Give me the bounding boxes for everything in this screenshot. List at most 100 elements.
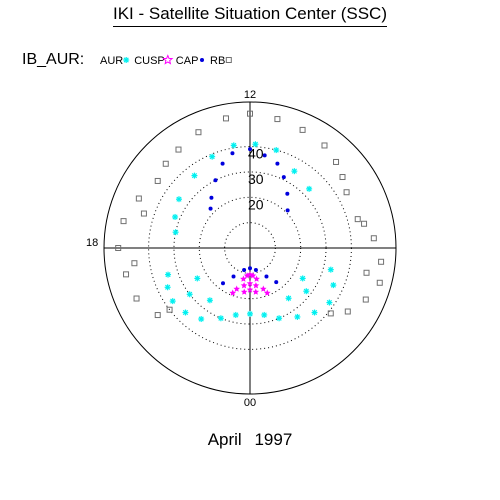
- point-rb: [195, 129, 202, 136]
- point-cap: [264, 274, 269, 279]
- point-cusp: [252, 288, 260, 295]
- point-aur: [175, 196, 182, 203]
- point-cap: [208, 206, 213, 211]
- chart-title: IKI - Satellite Situation Center (SSC): [0, 4, 500, 27]
- legend-marker-cap: [200, 58, 204, 62]
- legend-marker-aur: [123, 57, 130, 63]
- point-cap: [220, 281, 225, 286]
- point-cusp: [263, 289, 271, 296]
- point-aur: [194, 275, 201, 282]
- legend-marker-cusp: [162, 54, 174, 65]
- point-rb: [247, 110, 253, 117]
- point-cap: [275, 161, 280, 166]
- point-aur: [172, 213, 179, 220]
- point-rb: [274, 116, 281, 123]
- point-aur: [252, 141, 259, 148]
- mlt-label-18: 18: [86, 237, 98, 249]
- legend-entry-cap: CAP: [176, 55, 199, 67]
- point-cap: [253, 268, 258, 273]
- point-aur: [165, 271, 172, 278]
- radial-tick-label: 40: [248, 146, 264, 162]
- point-rb: [166, 306, 173, 313]
- point-aur: [169, 298, 176, 305]
- legend-entry-cusp: CUSP: [134, 55, 165, 67]
- point-aur: [232, 311, 239, 318]
- point-aur: [303, 288, 310, 295]
- point-rb: [343, 189, 350, 196]
- point-cusp: [229, 289, 237, 296]
- legend-label: IB_AUR:: [22, 51, 84, 68]
- point-aur: [330, 282, 337, 289]
- point-cap: [274, 280, 279, 285]
- point-aur: [209, 153, 216, 160]
- point-aur: [276, 315, 283, 322]
- point-cap: [220, 161, 225, 166]
- point-aur: [186, 291, 193, 298]
- point-cap: [281, 175, 286, 180]
- point-cusp: [246, 280, 254, 287]
- point-rb: [361, 220, 368, 227]
- legend-entry-aur: AUR: [100, 55, 123, 67]
- point-cap: [262, 153, 267, 158]
- radial-ticks: 40 30 20: [248, 146, 264, 213]
- point-aur: [191, 172, 198, 179]
- point-aur: [198, 316, 205, 323]
- point-cusp: [253, 275, 260, 282]
- point-aur: [172, 229, 179, 236]
- point-aur: [164, 284, 171, 291]
- point-aur: [294, 313, 301, 320]
- caption-month: April: [207, 430, 242, 449]
- point-aur: [285, 295, 292, 302]
- point-aur: [206, 297, 213, 304]
- point-rb: [175, 146, 182, 153]
- chart-title-text: IKI - Satellite Situation Center (SSC): [112, 4, 387, 27]
- point-rb: [378, 258, 385, 265]
- point-rb: [131, 260, 138, 267]
- caption-year: 1997: [254, 430, 293, 449]
- point-rb: [339, 174, 346, 181]
- point-cap: [285, 208, 290, 213]
- point-aur: [182, 309, 189, 316]
- point-rb: [222, 115, 229, 122]
- point-rb: [154, 312, 161, 319]
- point-aur: [247, 310, 253, 317]
- point-cusp: [240, 275, 247, 282]
- point-aur: [326, 299, 333, 306]
- point-cap: [285, 191, 290, 196]
- point-rb: [123, 271, 130, 278]
- point-aur: [217, 315, 224, 322]
- point-cusp: [240, 288, 248, 295]
- data-points: [115, 110, 385, 323]
- point-cap: [242, 268, 247, 273]
- date-caption: April 1997: [0, 430, 500, 450]
- point-cap: [231, 274, 236, 279]
- point-rb: [344, 308, 351, 315]
- point-cap: [248, 147, 252, 152]
- point-cap: [248, 266, 252, 271]
- point-rb: [362, 296, 369, 303]
- point-rb: [140, 210, 147, 217]
- mlt-label-00: 00: [244, 397, 256, 409]
- point-rb: [133, 295, 140, 302]
- legend-entry-rb: RB: [210, 55, 225, 67]
- point-rb: [363, 269, 370, 276]
- point-rb: [376, 279, 383, 286]
- point-cap: [213, 178, 218, 183]
- point-rb: [162, 160, 169, 167]
- point-rb: [115, 245, 122, 251]
- point-cusp: [233, 285, 240, 292]
- radial-tick-label: 20: [248, 196, 264, 212]
- point-rb: [333, 158, 340, 165]
- point-cusp: [246, 286, 254, 293]
- point-aur: [291, 168, 298, 175]
- radial-tick-label: 30: [248, 171, 264, 187]
- point-cap: [209, 195, 214, 200]
- point-aur: [273, 147, 280, 154]
- point-rb: [154, 177, 161, 184]
- point-rb: [120, 218, 127, 225]
- point-aur: [230, 142, 237, 149]
- point-rb: [327, 310, 334, 317]
- point-cusp: [240, 282, 248, 289]
- point-aur: [299, 275, 306, 282]
